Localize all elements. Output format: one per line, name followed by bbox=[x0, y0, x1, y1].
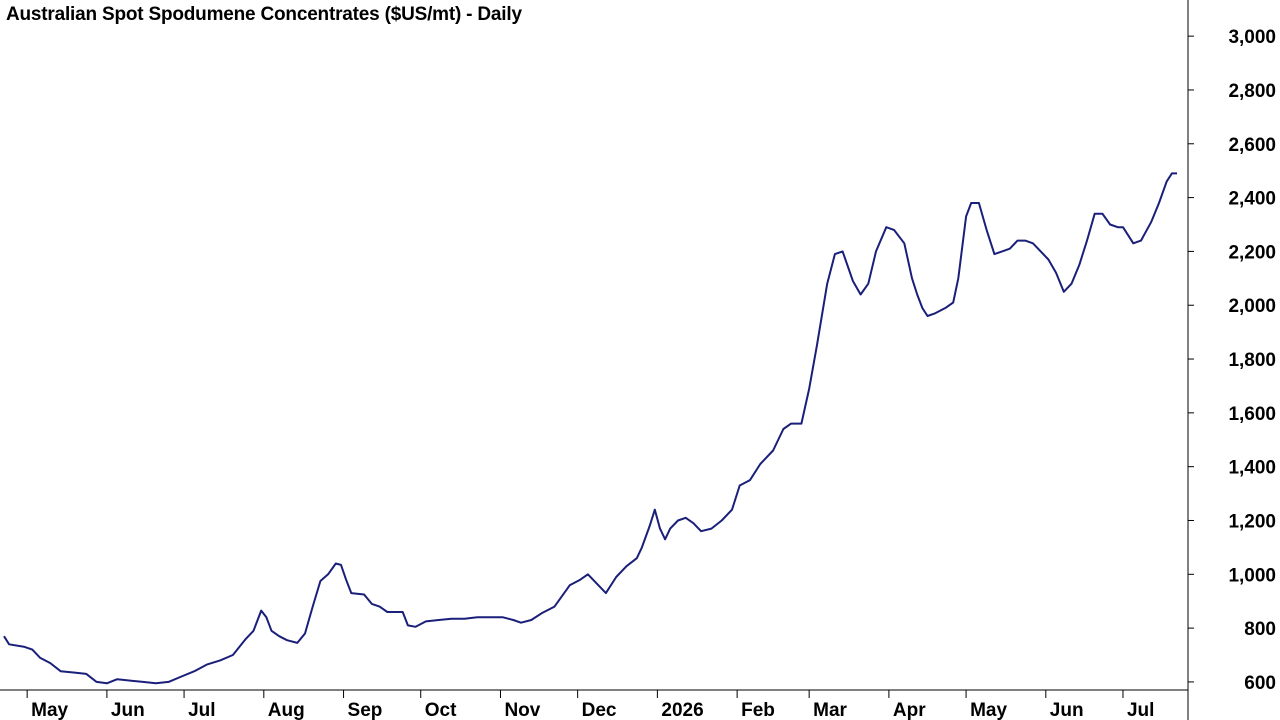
y-tick-label: 2,600 bbox=[1228, 135, 1276, 156]
x-tick-label: Jun bbox=[111, 700, 145, 720]
y-tick-label: 2,200 bbox=[1228, 242, 1276, 263]
x-tick-label: Jul bbox=[1127, 700, 1154, 720]
x-tick-label: Sep bbox=[348, 700, 383, 720]
x-tick-label: May bbox=[31, 700, 68, 720]
x-tick-label: Aug bbox=[268, 700, 305, 720]
plot-frame bbox=[0, 0, 1189, 720]
x-axis: May Jun Jul Aug Sep Oct Nov Dec 2026 Feb Mar Apr May… bbox=[26, 690, 1154, 720]
x-tick-label: Jul bbox=[188, 700, 215, 720]
y-tick-label: 2,800 bbox=[1228, 81, 1276, 102]
chart-title: Australian Spot Spodumene Concentrates (… bbox=[6, 4, 522, 25]
y-tick-label: 1,800 bbox=[1228, 350, 1276, 371]
y-tick-label: 3,000 bbox=[1228, 27, 1276, 48]
y-tick-label: 800 bbox=[1244, 619, 1276, 640]
x-tick-label: May bbox=[970, 700, 1007, 720]
x-tick-label: Feb bbox=[741, 700, 775, 720]
y-tick-label: 1,400 bbox=[1228, 458, 1276, 479]
series-line bbox=[3, 172, 1177, 685]
series-layer bbox=[3, 172, 1177, 685]
y-tick-label: 1,600 bbox=[1228, 404, 1276, 425]
x-tick-label: Dec bbox=[582, 700, 617, 720]
x-tick-label: 2026 bbox=[661, 700, 703, 720]
y-tick-label: 2,000 bbox=[1228, 296, 1276, 317]
y-tick-label: 1,000 bbox=[1228, 565, 1276, 586]
y-tick-label: 600 bbox=[1244, 673, 1276, 694]
x-tick-label: Apr bbox=[893, 700, 926, 720]
x-tick-label: Jun bbox=[1050, 700, 1084, 720]
y-axis: 600 800 1,000 1,200 1,400 1,600 1,800 2,000 2,20… bbox=[1188, 27, 1276, 694]
x-tick-label: Mar bbox=[813, 700, 847, 720]
x-tick-label: Nov bbox=[504, 700, 540, 720]
y-tick-label: 1,200 bbox=[1228, 511, 1276, 532]
y-tick-label: 2,400 bbox=[1228, 189, 1276, 210]
x-tick-label: Oct bbox=[425, 700, 457, 720]
